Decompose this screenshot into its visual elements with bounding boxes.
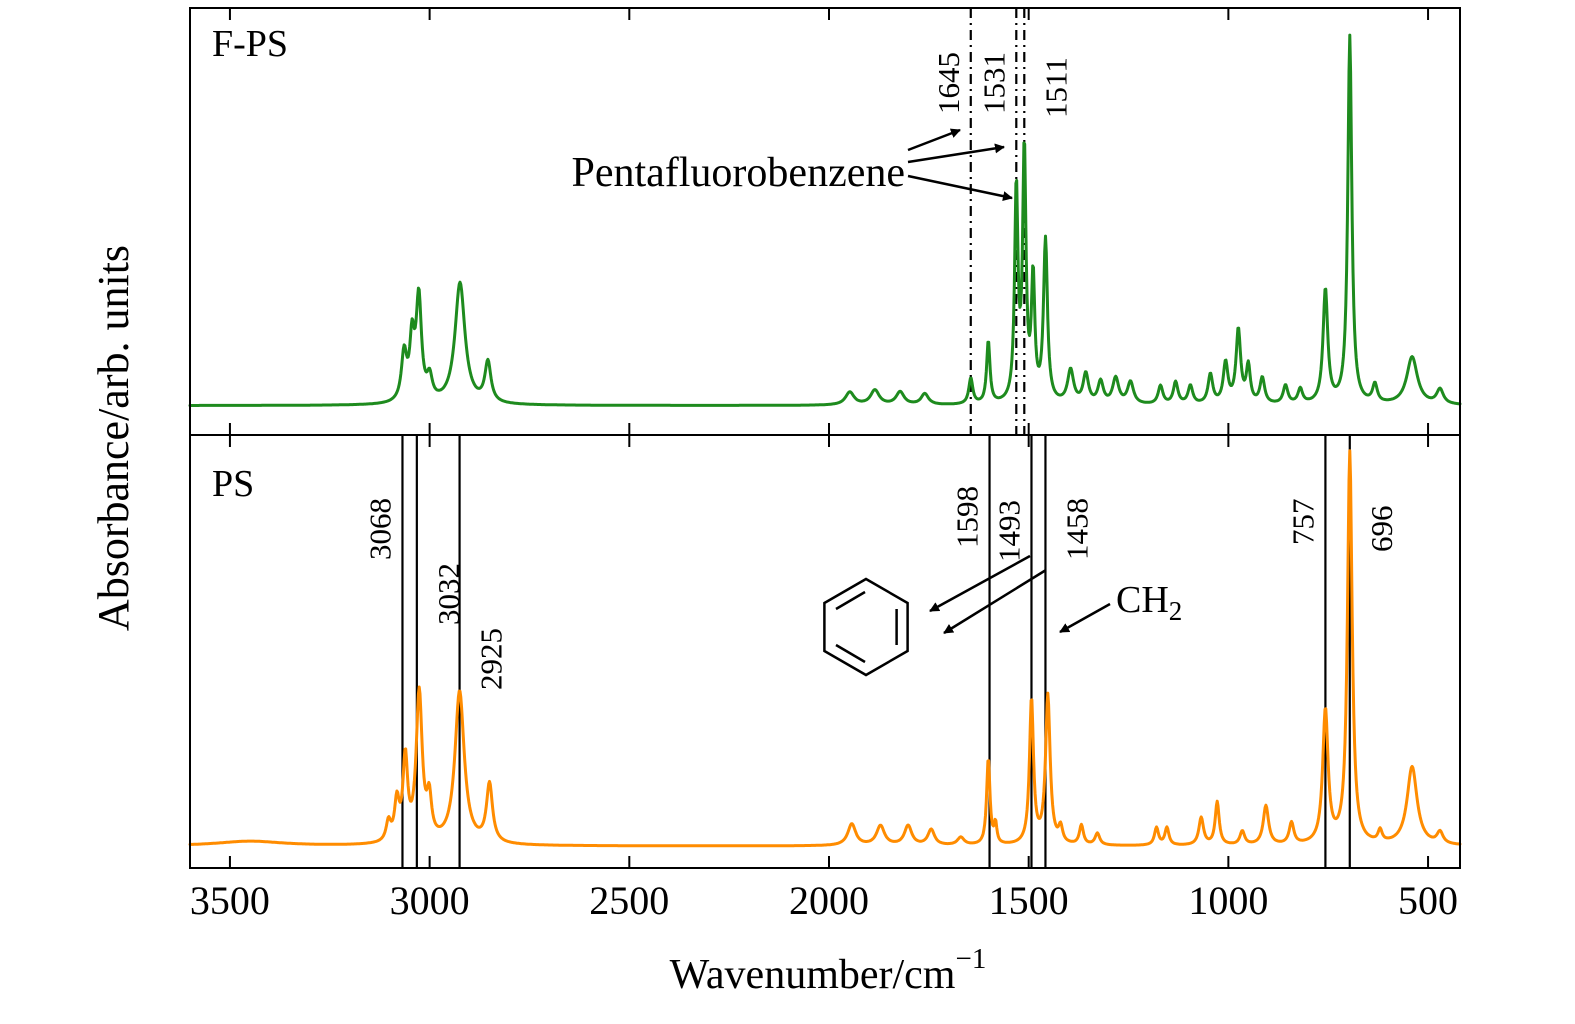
pentafluorobenzene-label: Pentafluorobenzene — [571, 150, 905, 196]
ch2-label-subscript: 2 — [1169, 596, 1183, 626]
peak-label-757: 757 — [1285, 499, 1320, 546]
pentafluorobenzene-arrow-1645 — [907, 128, 961, 152]
spectra-curves-layer — [188, 33, 1462, 848]
peak-label-696: 696 — [1364, 506, 1399, 553]
peak-label-1511: 1511 — [1038, 57, 1073, 118]
panel-label-ps: PS — [212, 463, 254, 505]
x-tick-label-3500: 3500 — [190, 878, 270, 923]
pentafluorobenzene-arrow-1511 — [907, 174, 1013, 202]
ch2-label-main: CH — [1116, 579, 1169, 621]
panel-label-fps: F-PS — [212, 23, 288, 65]
x-tick-label-1000: 1000 — [1188, 878, 1268, 923]
spectrum-curve-ps — [188, 449, 1462, 848]
x-tick-label-2500: 2500 — [589, 878, 669, 923]
y-axis-label: Absorbance/arb. units — [89, 245, 138, 631]
spectrum-curve-f-ps — [188, 33, 1462, 407]
pentafluorobenzene-arrow-1531 — [907, 143, 1005, 164]
x-tick-label-500: 500 — [1398, 878, 1458, 923]
x-axis-label-superscript: −1 — [955, 943, 986, 975]
peak-label-2925: 2925 — [474, 628, 509, 690]
x-tick-label-1500: 1500 — [989, 878, 1069, 923]
axes-frame-layer: 3500 3000 2500 2000 1500 1000 500 — [189, 7, 1461, 923]
ch2-arrow-1458 — [1059, 602, 1111, 634]
x-axis-label-main: Wavenumber/cm — [670, 952, 956, 998]
ch2-label: CH2 — [1116, 579, 1182, 626]
benzene-arrow-1598 — [929, 554, 1031, 613]
peak-label-1531: 1531 — [976, 52, 1011, 114]
benzene-double-bond-lower-left — [835, 643, 866, 664]
peak-label-1458: 1458 — [1059, 498, 1094, 560]
peak-label-1598: 1598 — [950, 486, 985, 548]
panel-frame-f-ps — [189, 7, 1461, 436]
benzene-hexagon — [823, 577, 909, 677]
benzene-double-bond-upper-left — [835, 590, 866, 611]
peak-label-1645: 1645 — [931, 52, 966, 114]
x-tick-label-2000: 2000 — [789, 878, 869, 923]
x-tick-label-3000: 3000 — [390, 878, 470, 923]
benzene-ring-icon — [823, 577, 909, 677]
peak-label-1493: 1493 — [991, 500, 1026, 562]
benzene-arrow-1493 — [943, 568, 1047, 635]
panel-frame-ps — [189, 434, 1461, 869]
peak-label-3068: 3068 — [362, 498, 397, 560]
x-axis-label: Wavenumber/cm−1 — [670, 943, 987, 998]
